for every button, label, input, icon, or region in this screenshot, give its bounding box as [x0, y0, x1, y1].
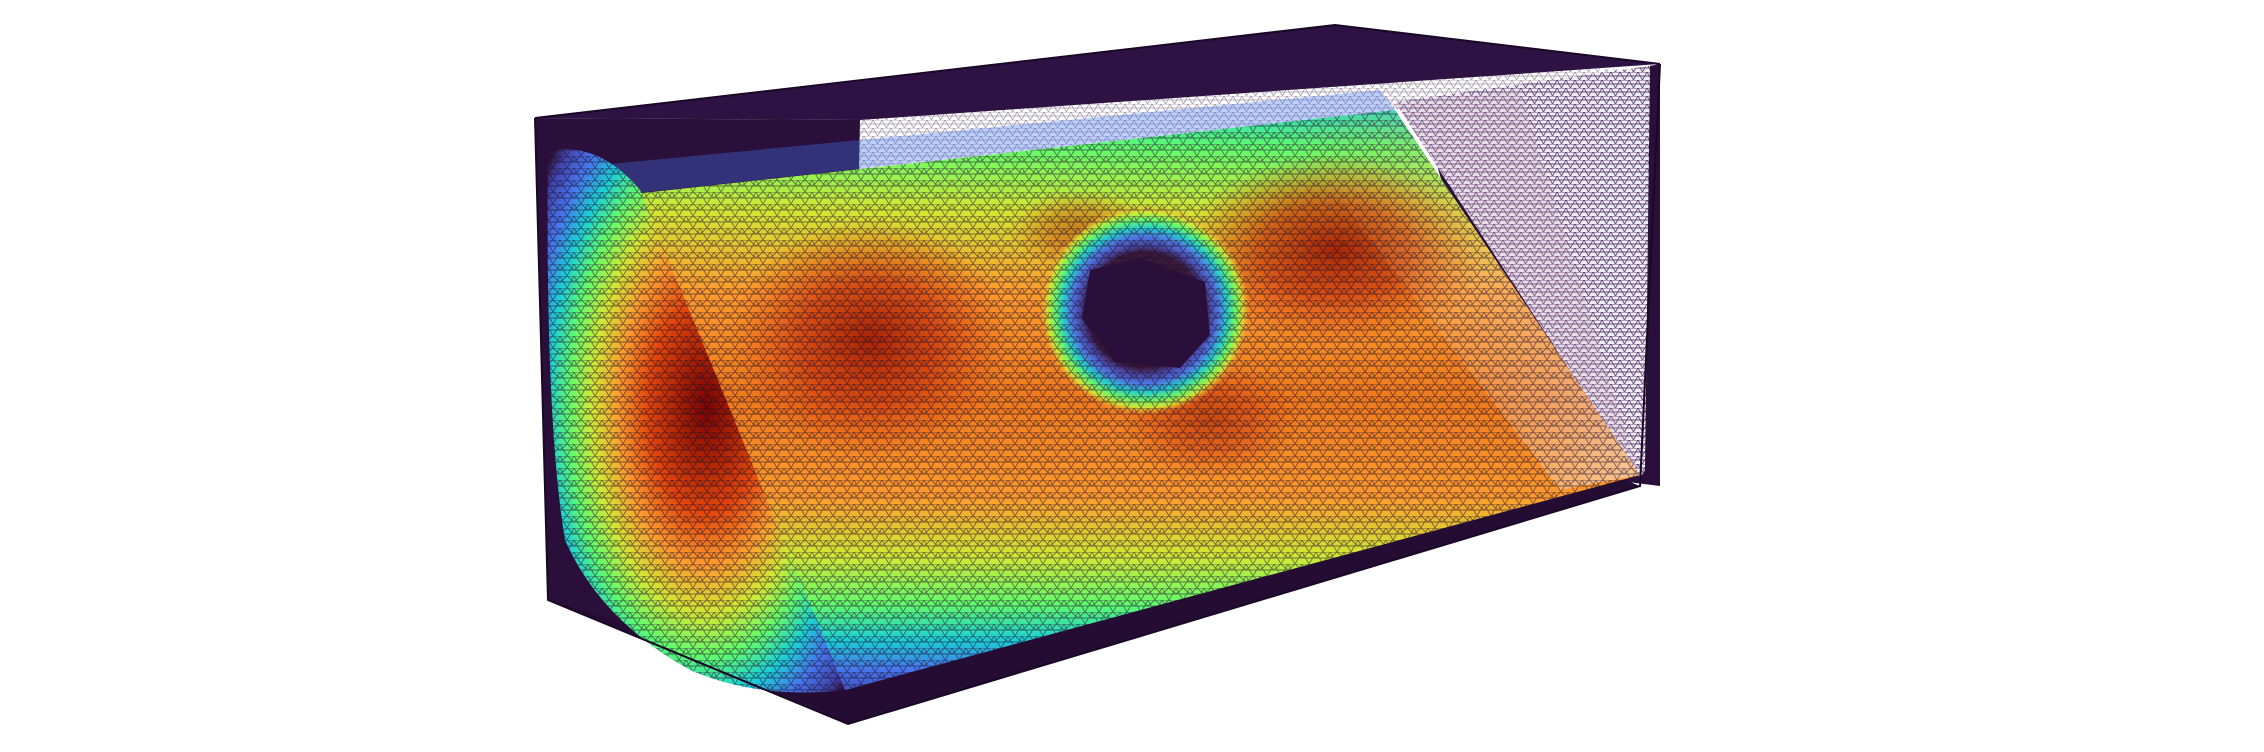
central-hole	[1082, 258, 1210, 368]
box-edges	[534, 23, 1661, 726]
right-wedge	[1395, 66, 1650, 478]
top-face-mesh	[560, 60, 1640, 200]
